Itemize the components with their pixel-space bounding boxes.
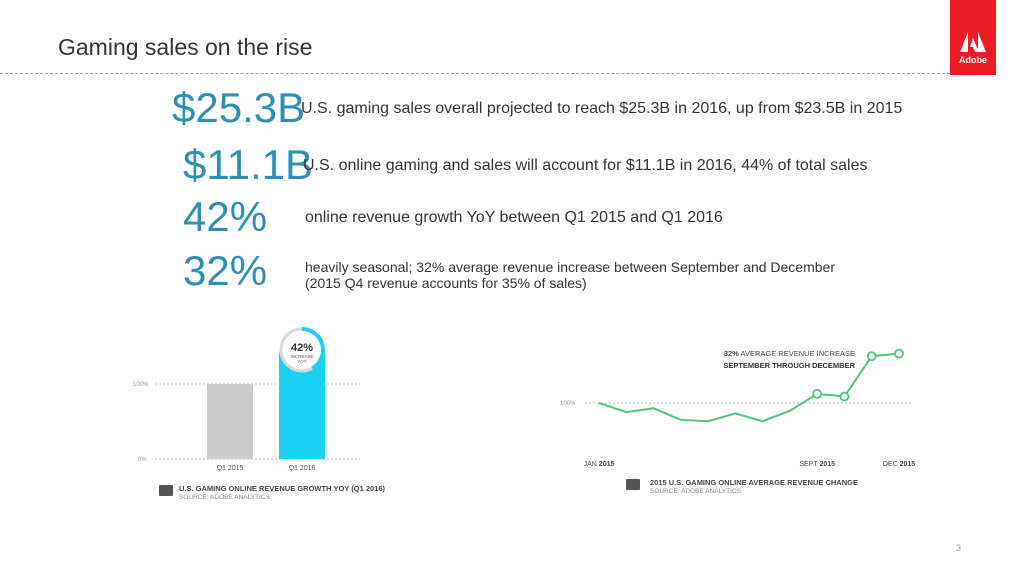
- line-chart-source: SOURCE: ADOBE ANALYTICS: [650, 488, 741, 495]
- line-points: [812, 348, 904, 402]
- adobe-logo-icon: [960, 32, 986, 52]
- report-icon: [159, 485, 173, 496]
- callout-line1: INCREASE: [290, 354, 313, 359]
- stat-value-2: $11.1B: [183, 141, 313, 188]
- callout-value: 42%: [291, 342, 313, 354]
- stat-value-1: $25.3B: [172, 84, 306, 131]
- line-chart-ytick-100: 100%: [560, 401, 576, 407]
- stat-text-2: U.S. online gaming and sales will accoun…: [303, 157, 868, 174]
- adobe-logo: Adobe: [950, 0, 996, 75]
- line-point-dec: [894, 348, 904, 359]
- slide-title: Gaming sales on the rise: [58, 34, 313, 60]
- line-xtick-jan: JAN 2015: [584, 461, 615, 468]
- bar-label-q1-2015: Q1 2015: [217, 465, 244, 472]
- stat-value-3: 42%: [183, 193, 268, 240]
- stat-text-4-line1: heavily seasonal; 32% average revenue in…: [305, 259, 835, 275]
- callout-line2: YOY: [297, 359, 307, 364]
- line-chart-title: 2015 U.S. GAMING ONLINE AVERAGE REVENUE …: [650, 478, 858, 487]
- line-xtick-sept: SEPT 2015: [799, 461, 835, 468]
- line-point-oct: [839, 391, 850, 402]
- callout-ring-arc: [301, 327, 325, 371]
- bar-label-q1-2016: Q1 2016: [289, 465, 316, 472]
- stat-text-4: heavily seasonal; 32% average revenue in…: [305, 259, 835, 291]
- stat-value-4: 32%: [183, 247, 268, 294]
- logo-text: Adobe: [959, 55, 987, 65]
- report-icon: [626, 479, 640, 490]
- line-annotation-line2: SEPTEMBER THROUGH DECEMBER: [723, 361, 855, 370]
- bar-q1-2015: [207, 384, 253, 459]
- bar-chart-ytick-100: 100%: [133, 382, 149, 388]
- bar-chart-source: SOURCE: ADOBE ANALYTICS: [179, 494, 270, 501]
- line-point-nov: [866, 351, 877, 362]
- bar-chart-ytick-0: 0%: [138, 457, 147, 463]
- line-point-sep: [812, 388, 823, 399]
- line-annotation-rest: AVERAGE REVENUE INCREASE: [739, 349, 855, 358]
- line-annotation-line1: 32% AVERAGE REVENUE INCREASE: [724, 349, 855, 358]
- bar-chart-title: U.S. GAMING ONLINE REVENUE GROWTH YOY (Q…: [179, 484, 386, 493]
- line-xticks: JAN 2015 SEPT 2015 DEC 2015: [584, 461, 916, 468]
- line-annotation-pct: 32%: [724, 349, 739, 358]
- line-series: [598, 352, 900, 423]
- page-number: 3: [956, 543, 962, 553]
- stat-text-3: online revenue growth YoY between Q1 201…: [305, 209, 723, 226]
- stat-text-1: U.S. gaming sales overall projected to r…: [301, 100, 903, 117]
- line-xtick-dec: DEC 2015: [883, 461, 915, 468]
- stat-text-4-line2: (2015 Q4 revenue accounts for 35% of sal…: [305, 275, 587, 291]
- title-divider: [0, 73, 950, 74]
